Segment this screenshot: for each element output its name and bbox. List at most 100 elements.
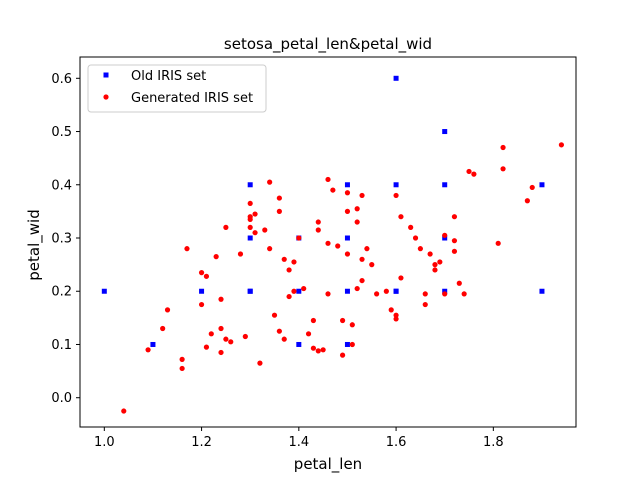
chart-title: setosa_petal_len&petal_wid — [224, 35, 432, 54]
generated-iris-point — [310, 345, 317, 351]
y-tick-label: 0.1 — [51, 338, 72, 353]
generated-iris-point — [247, 224, 253, 230]
old-iris-point — [199, 288, 205, 294]
old-iris-point — [247, 288, 253, 294]
generated-iris-point — [198, 270, 205, 276]
y-axis-label: petal_wid — [25, 209, 44, 280]
generated-iris-point — [344, 251, 351, 257]
generated-iris-point — [335, 243, 341, 249]
old-iris-point — [442, 129, 448, 135]
generated-iris-point — [218, 296, 224, 302]
generated-iris-point — [223, 336, 229, 342]
old-iris-point — [344, 341, 350, 347]
generated-iris-point — [160, 325, 166, 332]
old-iris-point — [296, 341, 302, 347]
generated-iris-point — [276, 208, 282, 214]
generated-iris-point — [344, 208, 351, 214]
generated-iris-point — [271, 312, 278, 318]
generated-iris-point — [398, 275, 404, 281]
old-iris-point — [393, 75, 399, 81]
generated-iris-point — [398, 214, 404, 220]
generated-iris-point — [374, 291, 380, 297]
y-tick-label: 0.3 — [51, 232, 72, 247]
generated-iris-point — [247, 200, 253, 207]
generated-iris-point — [471, 171, 477, 177]
old-iris-point — [442, 288, 448, 294]
generated-iris-point — [203, 273, 210, 279]
generated-iris-point — [500, 166, 506, 172]
generated-iris-point — [164, 307, 171, 313]
generated-iris-point — [198, 301, 205, 308]
generated-iris-point — [558, 142, 565, 148]
generated-iris-point — [412, 235, 419, 241]
generated-iris-point — [369, 262, 375, 268]
old-iris-point — [344, 288, 350, 294]
y-tick-label: 0.6 — [51, 72, 72, 87]
generated-iris-point — [442, 232, 448, 238]
generated-iris-point — [315, 219, 321, 225]
old-iris-point — [296, 288, 302, 294]
generated-iris-point — [422, 301, 428, 308]
x-axis-ticks: 1.0 1.2 1.4 1.6 1.8 — [94, 427, 504, 450]
generated-iris-point — [223, 224, 229, 230]
generated-iris-point — [262, 227, 268, 233]
generated-iris-point — [291, 288, 297, 294]
generated-iris-point — [281, 336, 287, 342]
generated-iris-point — [301, 285, 307, 292]
plot-frame — [79, 56, 577, 428]
generated-iris-point — [184, 246, 190, 252]
generated-iris-point — [432, 262, 438, 268]
old-iris-point — [442, 235, 448, 241]
legend-box — [87, 64, 267, 113]
y-tick-label: 0.5 — [51, 125, 72, 140]
old-iris-point — [539, 182, 545, 188]
legend-marker-generated — [103, 94, 109, 100]
generated-iris-point — [203, 344, 210, 350]
legend: Old IRIS set Generated IRIS set — [87, 64, 267, 113]
generated-iris-point — [237, 251, 244, 257]
generated-iris-point — [257, 360, 263, 366]
generated-iris-point — [339, 352, 346, 358]
generated-iris-point — [451, 248, 458, 254]
series-generated-iris — [121, 142, 565, 414]
y-tick-label: 0.2 — [51, 285, 72, 300]
generated-iris-point — [208, 331, 214, 337]
generated-iris-point — [276, 328, 282, 334]
legend-marker-old — [103, 72, 109, 78]
generated-iris-point — [145, 347, 151, 353]
x-axis-label: petal_len — [294, 455, 362, 474]
generated-iris-point — [417, 246, 423, 252]
generated-iris-point — [466, 168, 472, 175]
generated-iris-point — [432, 267, 438, 273]
old-iris-point — [247, 182, 253, 188]
generated-iris-point — [393, 312, 399, 318]
generated-iris-point — [320, 347, 326, 353]
series-old-iris — [101, 75, 545, 347]
generated-iris-point — [442, 291, 448, 297]
generated-iris-point — [388, 307, 394, 313]
generated-iris-point — [422, 291, 428, 297]
old-iris-point — [393, 182, 399, 188]
generated-iris-point — [461, 291, 467, 297]
generated-iris-point — [252, 230, 258, 236]
old-iris-point — [344, 235, 350, 241]
generated-iris-point — [451, 214, 458, 220]
generated-iris-point — [339, 317, 346, 324]
generated-iris-point — [456, 280, 462, 286]
generated-iris-point — [267, 179, 273, 185]
old-iris-point — [101, 288, 107, 294]
generated-iris-point — [296, 235, 302, 241]
generated-iris-point — [393, 192, 399, 199]
generated-iris-point — [305, 331, 312, 337]
generated-iris-point — [529, 184, 535, 191]
old-iris-point — [442, 182, 448, 188]
generated-iris-point — [364, 246, 370, 252]
generated-iris-point — [291, 259, 297, 265]
generated-iris-point — [359, 256, 365, 262]
generated-iris-point — [276, 195, 282, 201]
generated-iris-point — [281, 256, 287, 262]
x-tick-label: 1.6 — [386, 435, 407, 450]
old-iris-point — [393, 288, 399, 294]
generated-iris-point — [451, 238, 458, 244]
generated-iris-point — [359, 192, 365, 199]
